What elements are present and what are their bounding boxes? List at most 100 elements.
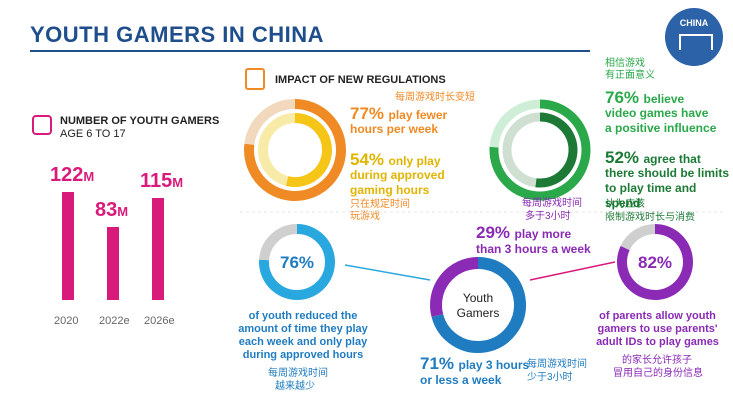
reg-inner-segment-0 (285, 113, 332, 187)
stat-76-belief: 76% believe (605, 88, 684, 108)
stat-76-belief-text-2: video games have (605, 106, 709, 120)
parents-text-1: of parents allow youth (599, 310, 716, 322)
parents-text-2: gamers to use parents' (597, 323, 718, 335)
beliefs-rings (489, 99, 591, 201)
scroll-icon (245, 68, 265, 90)
beliefs-cn-positive-2: 有正面意义 (605, 70, 655, 81)
regulations-rings (244, 99, 346, 201)
reg-inner-segment-1 (258, 113, 296, 186)
bar-value-number: 122 (50, 164, 84, 186)
bar-value-label: 83M (95, 199, 128, 222)
stat-29: 29% play more (476, 223, 571, 243)
reduced-segment-0 (259, 224, 335, 300)
parents-text: of parents allow youth gamers to use par… (590, 310, 725, 349)
china-badge: CHINA (665, 8, 723, 66)
youth-gamers-label-2: Gamers (457, 306, 500, 320)
stat-29-pct: 29% (476, 223, 511, 242)
reg-outer-segment-0 (244, 99, 346, 201)
bel-outer-segment-1 (489, 99, 541, 148)
reduced-text: of youth reduced the amount of time they… (238, 310, 368, 362)
stat-54-text-2: during approved (350, 168, 445, 182)
stat-71-text-1: play 3 hours (458, 358, 530, 372)
reduced-text-4: during approved hours (242, 349, 364, 361)
stat-52-pct: 52% (605, 148, 640, 167)
people-icon (32, 115, 52, 135)
stat-76-belief-pct: 76% (605, 88, 640, 107)
bel-inner-segment-0 (535, 112, 578, 188)
bel-outer-segment-0 (489, 99, 591, 201)
title-underline (30, 50, 590, 52)
bar-value-label: 115M (140, 170, 183, 193)
bar-category-label: 2026e (144, 315, 175, 327)
badge-label: CHINA (679, 18, 709, 28)
page-title: YOUTH GAMERS IN CHINA (30, 22, 325, 47)
reduced-ring: 76% (259, 224, 335, 300)
youth-gamers-ring: Youth Gamers (430, 257, 526, 353)
parents-text-3: adult IDs to play games (596, 336, 719, 348)
bar-value-label: 122M (50, 164, 94, 187)
parents-ring: 82% (617, 224, 693, 300)
bar-value-number: 115 (140, 170, 173, 193)
regulations-cn-approved-2: 玩游戏 (350, 211, 380, 222)
connector-left (344, 264, 431, 281)
parents-cn-2: 冒用自己的身份信息 (613, 368, 703, 379)
stat-54: 54% only play (350, 150, 441, 170)
reduced-segment-1 (259, 224, 298, 261)
stat-76-belief-text-1: believe (643, 92, 685, 106)
stat-54-pct: 54% (350, 150, 385, 169)
stat-29-text-1: play more (514, 227, 572, 241)
regulations-heading: IMPACT OF NEW REGULATIONS (275, 74, 446, 86)
bar-2022e (107, 226, 119, 300)
reg-outer-segment-1 (244, 99, 296, 146)
stat-52-text-3: to play time and spend (605, 181, 697, 210)
parents-pct: 82% (638, 253, 672, 272)
youth-more-cn-1: 每周游戏时间 (522, 198, 582, 209)
bar-2026e (152, 198, 164, 300)
parents-cn-1: 的家长允许孩子 (622, 355, 692, 366)
beliefs-cn-limits-2: 限制游戏时长与消费 (605, 212, 695, 223)
reduced-pct: 76% (280, 253, 314, 272)
stat-54-text-1: only play (388, 154, 441, 168)
bar-value-number: 83 (95, 198, 118, 221)
stat-52-text-1: agree that (643, 152, 701, 166)
stat-54-text-3: gaming hours (350, 183, 430, 197)
stat-71-pct: 71% (420, 354, 455, 373)
bar-value-unit: M (117, 203, 129, 219)
stat-77-pct: 77% (350, 104, 385, 123)
great-wall-icon (679, 34, 713, 50)
youth-less-cn-2: 少于3小时 (527, 372, 573, 383)
bar-value-unit: M (83, 169, 95, 184)
bar-value-unit: M (172, 175, 184, 191)
reduced-cn-2: 越来越少 (275, 381, 315, 392)
parents-segment-1 (620, 224, 656, 251)
beliefs-cn-limits-1: 认为应该 (605, 199, 645, 210)
reduced-text-1: of youth reduced the (248, 310, 358, 322)
stat-71: 71% play 3 hours (420, 354, 529, 374)
stat-29-text-2: than 3 hours a week (476, 242, 591, 256)
regulations-cn-fewer: 每周游戏时长变短 (395, 92, 475, 103)
bel-inner-segment-1 (502, 112, 541, 188)
beliefs-cn-positive-1: 相信游戏 (605, 58, 645, 69)
regulations-cn-approved-1: 只在规定时间 (350, 199, 410, 210)
youth-more-cn-2: 多于3小时 (525, 211, 571, 222)
youth-subheading: AGE 6 TO 17 (60, 128, 126, 140)
youth-gamers-label-1: Youth (463, 291, 493, 305)
bar-category-label: 2022e (99, 315, 130, 327)
stat-52-text-2: there should be limits (605, 166, 730, 180)
youth-less-cn-1: 每周游戏时间 (527, 359, 587, 370)
stat-76-belief-text-3: a positive influence (605, 121, 717, 135)
stat-77-text-2: hours per week (350, 122, 439, 136)
yg-segment-1 (430, 257, 479, 317)
youth-heading: NUMBER OF YOUTH GAMERS (60, 115, 220, 127)
reduced-cn-1: 每周游戏时间 (268, 368, 328, 379)
stat-71-text-2: or less a week (420, 373, 502, 387)
connector-right (529, 261, 616, 281)
bar-2020 (62, 192, 74, 300)
reduced-text-2: amount of time they play (238, 323, 368, 335)
stat-52: 52% agree that (605, 148, 701, 168)
stat-77: 77% play fewer (350, 104, 447, 124)
reduced-text-3: each week and only play (238, 336, 368, 348)
stat-77-text-1: play fewer (388, 108, 448, 122)
parents-segment-0 (617, 224, 693, 300)
